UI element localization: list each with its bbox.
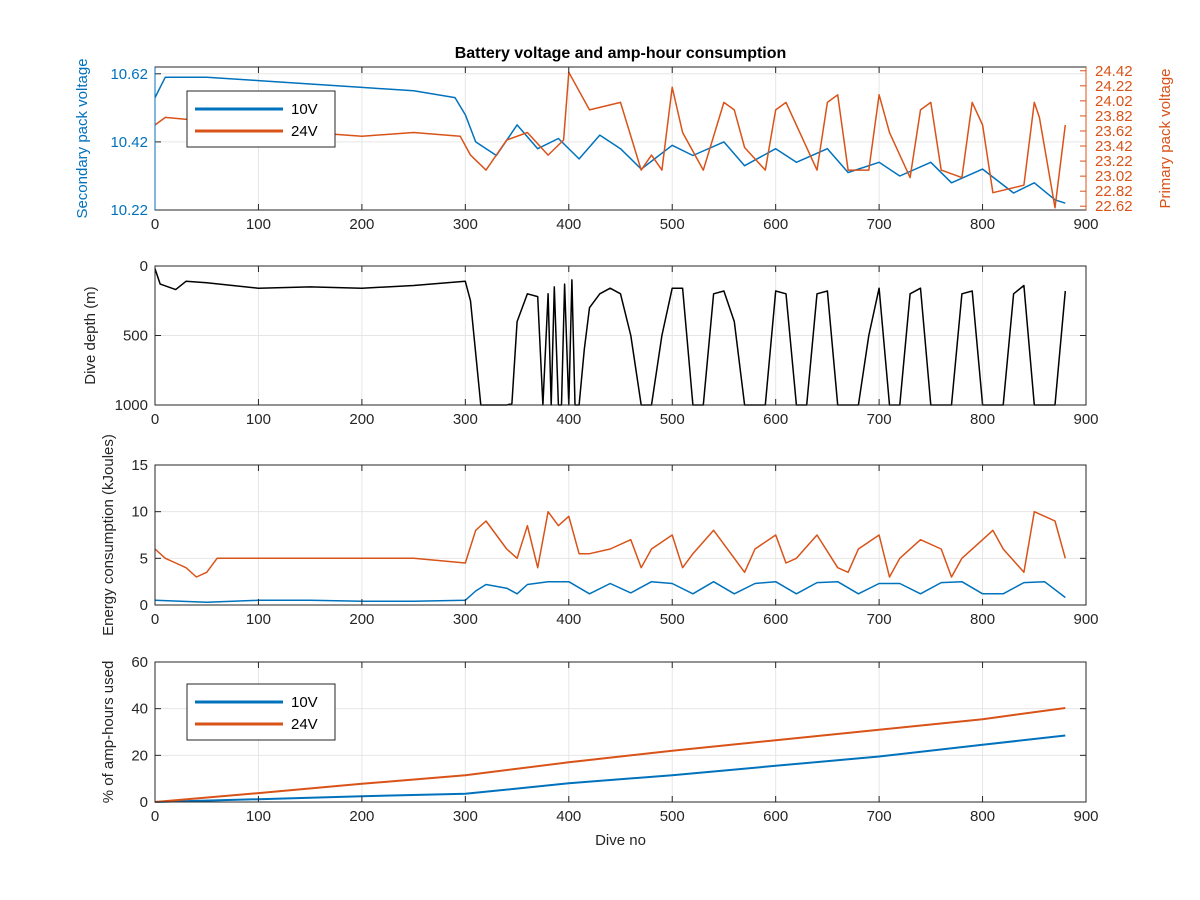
x-tick-label: 600 [763,411,788,428]
y-tick-label: 20 [131,747,148,764]
y2-tick-label: 23.42 [1095,138,1133,155]
panel-amphours: 0 100 200 300 400 500 600 700 800 900 0 20 40 60 % of … [100,654,1099,849]
series-line-energy-1 [154,580,1066,603]
y-tick-label: 10.22 [110,202,148,219]
y-tick-label: 10 [131,504,148,521]
x-tick-label: 500 [660,611,685,628]
x-tick-label: 0 [151,808,159,825]
y-tick-label: 10.42 [110,134,148,151]
axes-frame [154,661,1087,803]
x-tick-label: 500 [660,808,685,825]
legend-label: 10V [291,694,318,711]
x-tick-label: 600 [763,808,788,825]
panel-depth: 0 100 200 300 400 500 600 700 800 900 0 500 1000 Dive… [82,258,1099,428]
y-tick-label: 0 [140,597,148,614]
series-line-amphours-0 [154,734,1066,803]
x-tick-label: 200 [349,216,374,233]
x-tick-label: 500 [660,411,685,428]
y2-tick-label: 22.82 [1095,183,1133,200]
x-tick-label: 600 [763,216,788,233]
y2-tick-label: 23.22 [1095,153,1133,170]
x-tick-label: 200 [349,411,374,428]
x-tick-label: 300 [453,411,478,428]
x-tick-label: 500 [660,216,685,233]
y-tick-label: 1000 [115,397,148,414]
x-tick-label: 400 [556,808,581,825]
series-line-voltage-1 [154,71,1067,209]
x-axis-label: Dive no [595,832,646,849]
series-line-energy-0 [154,510,1067,578]
y-tick-label: 60 [131,654,148,671]
x-tick-label: 700 [867,216,892,233]
x-tick-label: 400 [556,611,581,628]
chart-title: Battery voltage and amp-hour consumption [455,45,787,62]
x-tick-label: 100 [246,216,271,233]
x-tick-label: 400 [556,411,581,428]
y-tick-label: 10.62 [110,66,148,83]
x-tick-label: 300 [453,611,478,628]
x-tick-label: 900 [1073,808,1098,825]
y-tick-label: 40 [131,701,148,718]
legend-label: 10V [291,101,318,118]
axes-frame [154,464,1087,606]
legend-label: 24V [291,716,318,733]
x-tick-label: 600 [763,611,788,628]
y-axis-label: Energy consumption (kJoules) [100,434,117,636]
x-tick-label: 700 [867,611,892,628]
y2-tick-label: 24.02 [1095,93,1133,110]
x-tick-label: 700 [867,411,892,428]
series-line-amphours-1 [154,707,1066,803]
y-tick-label: 500 [123,328,148,345]
y2-tick-label: 23.02 [1095,168,1133,185]
x-tick-label: 900 [1073,611,1098,628]
legend-box [186,683,336,741]
y-tick-label: 15 [131,457,148,474]
x-tick-label: 0 [151,611,159,628]
y2-tick-label: 24.22 [1095,78,1133,95]
y-axis-label: % of amp-hours used [100,661,117,804]
x-tick-label: 0 [151,216,159,233]
x-tick-label: 700 [867,808,892,825]
x-tick-label: 100 [246,808,271,825]
x-tick-label: 200 [349,611,374,628]
x-tick-label: 800 [970,411,995,428]
x-tick-label: 900 [1073,216,1098,233]
y2-tick-label: 23.82 [1095,108,1133,125]
x-tick-label: 300 [453,808,478,825]
x-tick-label: 900 [1073,411,1098,428]
x-tick-label: 800 [970,216,995,233]
y-axis-label: Secondary pack voltage [74,58,91,218]
x-tick-label: 200 [349,808,374,825]
panel-voltage: 0 100 200 300 400 500 600 700 800 900 10.22 10.42 10… [74,45,1174,233]
panels: 0 100 200 300 400 500 600 700 800 90010.2210.4210… [74,45,1174,849]
y-axis-label: Dive depth (m) [82,286,99,384]
y-tick-label: 5 [140,550,148,567]
x-tick-label: 300 [453,216,478,233]
x-tick-label: 100 [246,611,271,628]
y-tick-label: 0 [140,794,148,811]
y2-tick-label: 23.62 [1095,123,1133,140]
y2-tick-label: 22.62 [1095,198,1133,215]
y2-axis-label: Primary pack voltage [1157,68,1174,208]
x-tick-label: 100 [246,411,271,428]
legend-label: 24V [291,123,318,140]
x-tick-label: 800 [970,808,995,825]
x-tick-label: 400 [556,216,581,233]
plot-area [155,465,1086,605]
y2-tick-label: 24.42 [1095,63,1133,80]
x-tick-label: 800 [970,611,995,628]
y-tick-label: 0 [140,258,148,275]
panel-energy: 0 100 200 300 400 500 600 700 800 900 0 5 10 15 Energy… [100,434,1099,636]
legend-box [186,90,336,148]
x-tick-label: 0 [151,411,159,428]
